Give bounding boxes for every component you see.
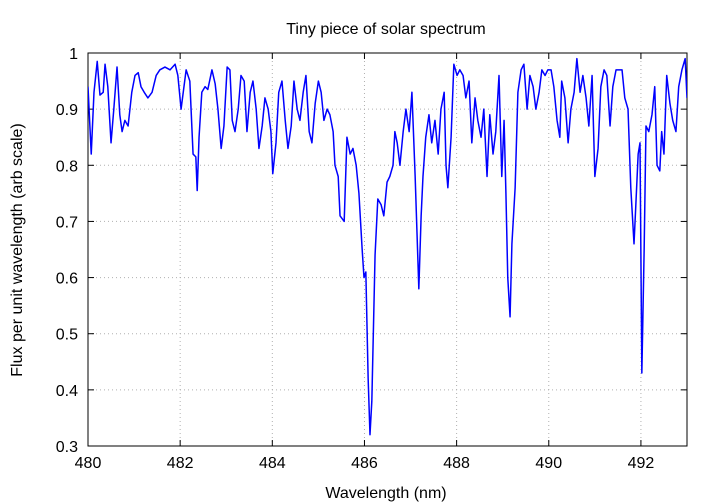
x-tick-label: 492 [628,455,655,472]
y-tick-label: 0.7 [56,214,78,231]
x-tick-label: 486 [351,455,378,472]
x-tick-label: 484 [259,455,286,472]
y-tick-label: 0.5 [56,327,78,344]
y-axis-label: Flux per unit wavelength (arb scale) [9,123,26,376]
x-tick-label: 480 [75,455,102,472]
y-tick-label: 0.9 [56,102,78,119]
x-tick-label: 482 [167,455,194,472]
y-tick-label: 0.6 [56,271,78,288]
y-tick-label: 1 [69,46,78,63]
y-tick-label: 0.3 [56,439,78,456]
y-tick-label: 0.4 [56,383,78,400]
x-tick-label: 490 [535,455,562,472]
y-tick-label: 0.8 [56,158,78,175]
x-tick-label: 488 [443,455,470,472]
spectrum-line [88,57,687,436]
plot-frame [87,52,688,447]
x-axis-label: Wavelength (nm) [325,485,446,502]
chart-title: Tiny piece of solar spectrum [286,21,485,38]
